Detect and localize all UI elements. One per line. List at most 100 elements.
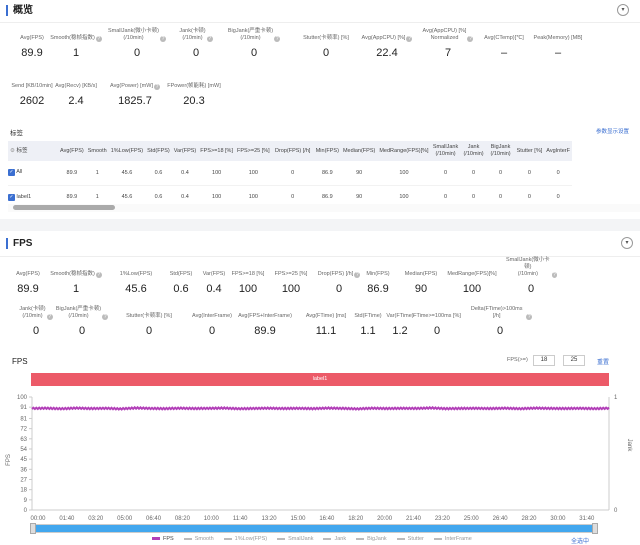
column-header[interactable]: Avg(FPS) [58,141,86,161]
legend-item[interactable]: SmallJank [277,536,313,542]
legend-item[interactable]: InterFrame [433,536,472,542]
cell-text: 0.6 [154,169,163,176]
slider-right-handle[interactable] [592,523,598,534]
column-header[interactable]: Jank (/10min) [460,141,487,161]
table-cell: 1 [85,161,109,186]
metric-label-text: 1%Low(FPS) [119,271,153,277]
row-checkbox[interactable]: ✓ [8,193,15,201]
row-checkbox[interactable]: ✓ [8,169,15,177]
legend-swatch-icon [433,537,442,540]
metric-label-text: Smooth(稳帧指数) [50,271,95,277]
help-icon[interactable]: ? [354,272,361,278]
reset-button[interactable]: 重置 [597,360,610,366]
help-icon[interactable]: ? [467,36,474,42]
metric-value: 0 [322,47,330,59]
legend-swatch-icon [323,537,332,540]
column-header[interactable]: FPS>=25 [%] [234,141,272,161]
help-icon[interactable]: ? [406,36,413,42]
column-header[interactable]: Var(FPS) [171,141,199,161]
legend-label: Stutter [407,536,424,542]
help-icon[interactable]: ? [160,36,167,42]
column-header[interactable]: Median(FPS) [340,141,378,161]
metric-label-text: Smooth(稳帧指数) [50,35,95,41]
legend-item[interactable]: 1%Low(FPS) [223,536,267,542]
chevron-down-icon[interactable]: ▾ [617,4,629,16]
metric: Var(FPS) 0.4 [188,264,240,295]
x-tick-label: 18:20 [348,516,364,520]
metric-label-text: SmallJank(微小卡顿) (/10min) [505,257,550,277]
label-bar[interactable]: label1 [31,373,609,386]
metric: BigJank(严重卡顿) (/10min)? 0 [50,306,114,337]
cell-text: 90 [356,194,363,200]
column-header[interactable]: Drop(FPS) [/h] [271,141,314,161]
y-tick-label: 27 [20,477,27,483]
legend-item[interactable]: Jank [323,536,346,542]
gear-icon[interactable]: ⚙ [10,147,17,154]
table-scrollbar-track[interactable] [8,204,640,212]
cell-text: 100 [212,194,222,200]
column-header[interactable]: BigJank (/10min) [486,141,515,161]
help-icon[interactable]: ? [274,36,281,42]
metric-label-text: Jank(卡顿) (/10min) [179,28,206,41]
table-scrollbar-thumb[interactable] [13,205,115,210]
legend-item[interactable]: BigJank [356,536,387,542]
y-tick-label: 0 [24,508,28,514]
column-header[interactable]: AvgInterF [544,141,572,161]
legend-item[interactable]: Stutter [396,536,424,542]
column-header-label: Drop(FPS) [/h] [274,147,311,154]
cell-text: 86.9 [321,194,333,200]
column-header[interactable]: Min(FPS) [313,141,341,161]
metric: FPower(帧能耗) [mW] 20.3 [164,76,224,107]
column-header[interactable]: FPS>=18 [%] [198,141,235,161]
table-row[interactable]: ✓ All 89.9 1 45.6 0.6 0.4 100 100 0 86.9 90 100 0 0 0 0… [8,161,572,186]
metric: 1%Low(FPS) 45.6 [110,264,162,295]
legend-item[interactable]: FPS [152,536,174,542]
metric-value: 1825.7 [118,95,152,107]
metric-label: Var(FTime) [368,306,432,320]
metric-label-text: Var(FPS) [202,271,226,277]
x-tick-label: 25:00 [464,516,480,520]
help-icon[interactable]: ? [154,84,160,90]
metric: Avg(Power) [mW]? 1825.7 [105,76,165,107]
column-header[interactable]: Std(FPS) [145,141,172,161]
metric: Std(FPS) 0.6 [155,264,207,295]
column-header-label: Avg(FPS) [60,147,84,154]
cell-text: 0 [499,194,503,200]
select-all-button[interactable]: 全选中 [571,539,590,545]
column-header[interactable]: ⚙ 标签 [8,141,58,161]
metric: Avg(FTime) [ms] 11.1 [294,306,358,337]
column-header[interactable]: MedRange(FPS)[%] [377,141,431,161]
x-tick-label: 31:40 [579,516,595,520]
help-icon[interactable]: ? [95,272,102,278]
help-icon[interactable]: ? [46,314,53,320]
column-header-label: FPS>=18 [%] [200,147,233,154]
column-header-label: BigJank (/10min) [490,144,511,157]
y2-axis-label: Jank [626,439,632,453]
y-axis-label: FPS [6,454,12,466]
help-icon[interactable]: ? [206,36,213,42]
help-icon[interactable]: ? [551,272,557,278]
column-header[interactable]: Smooth [85,141,109,161]
threshold2-input[interactable]: 25 [563,355,585,366]
metric-label: Std(FTime) [336,306,400,320]
column-header[interactable]: 1%Low(FPS) [108,141,146,161]
metric: Std(FTime) 1.1 [336,306,400,337]
slider-left-handle[interactable] [30,523,36,534]
cell-text: 0 [444,169,448,176]
chart-zoom-slider[interactable] [31,524,598,533]
metric-label-text: Stutter(卡顿率) [%] [303,35,349,41]
param-settings-link[interactable]: 参数显示设置 [596,129,630,135]
help-icon[interactable]: ? [95,36,102,42]
help-icon[interactable]: ? [526,314,532,320]
legend-item[interactable]: Smooth [183,536,214,542]
table-cell: 100 [198,161,235,186]
legend-label: InterFrame [444,536,472,542]
overview-title: 概览 [6,5,33,16]
y-tick-label: 9 [24,498,28,504]
help-icon[interactable]: ? [102,314,109,320]
column-header[interactable]: Stutter [%] [514,141,545,161]
threshold1-input[interactable]: 18 [533,355,555,366]
metric-label: Delta(FTime)>100ms [/h]? [468,306,532,320]
column-header[interactable]: SmallJank (/10min) [430,141,461,161]
chevron-down-icon[interactable]: ▾ [621,237,633,249]
